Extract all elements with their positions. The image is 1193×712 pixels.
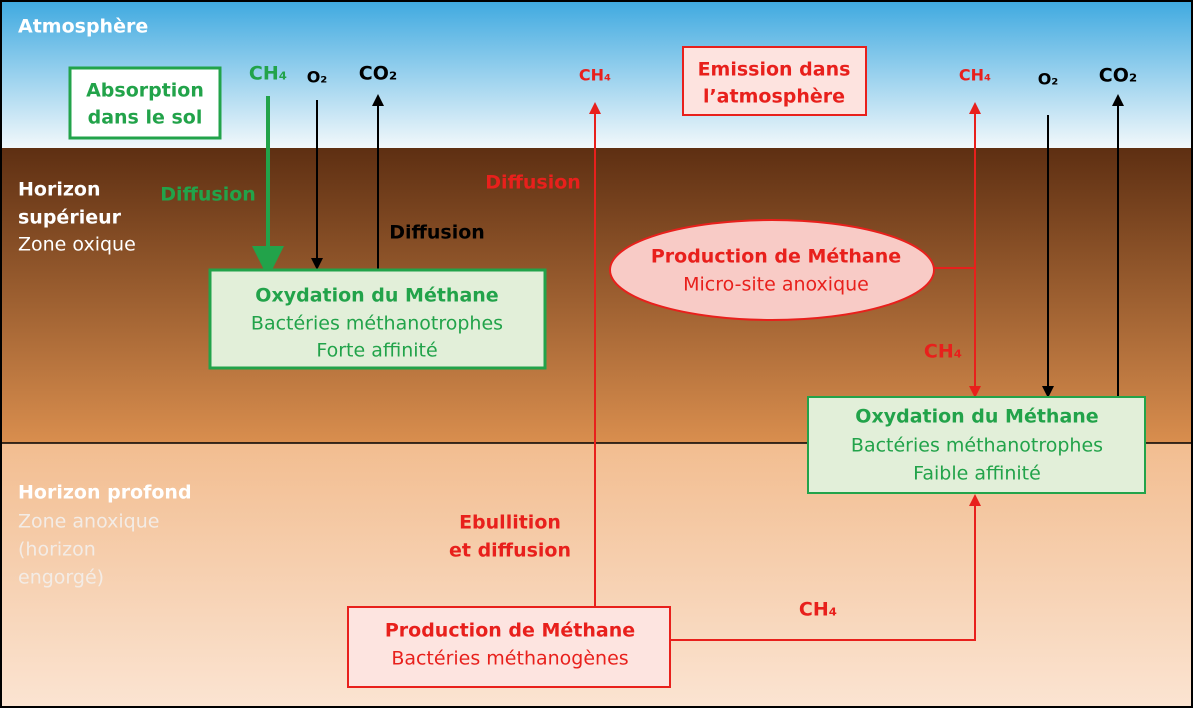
- process-label: Diffusion: [160, 184, 256, 206]
- box-text: dans le sol: [88, 107, 203, 129]
- process-label: et diffusion: [449, 540, 571, 562]
- species: O₂: [1038, 70, 1059, 89]
- box-text: Forte affinité: [316, 340, 437, 362]
- arrow: [670, 494, 981, 641]
- layer-sublabel: (horizon: [18, 539, 96, 561]
- box-title: Production de Méthane: [651, 246, 901, 268]
- layer-label: Horizon profond: [18, 482, 192, 504]
- species: CO₂: [1099, 65, 1137, 87]
- process-label: Ebullition: [459, 512, 561, 534]
- box-text: Bactéries méthanogènes: [391, 648, 628, 670]
- box-text: Bactéries méthanotrophes: [851, 435, 1103, 457]
- upper-horizon: [0, 148, 1193, 443]
- box-text: Emission dans: [698, 59, 851, 81]
- box-text: l’atmosphère: [703, 86, 845, 108]
- box-text: Absorption: [86, 80, 204, 102]
- layer-sublabel: Zone oxique: [18, 234, 136, 256]
- microsite-ellipse: [609, 219, 935, 321]
- layer-sublabel: Zone anoxique: [18, 511, 159, 533]
- box-title: Production de Méthane: [385, 620, 635, 642]
- species: O₂: [307, 68, 328, 87]
- process-label: Diffusion: [485, 172, 581, 194]
- layer-label: Horizon: [18, 179, 100, 201]
- species: CH₄: [924, 341, 962, 363]
- production-box: [347, 606, 671, 688]
- absorption-box: [68, 66, 222, 140]
- layer-label: Atmosphère: [18, 16, 148, 38]
- box-text: Micro-site anoxique: [683, 274, 869, 296]
- box-text: Bactéries méthanotrophes: [251, 313, 503, 335]
- process-label: Diffusion: [389, 222, 485, 244]
- emission-box: [682, 46, 867, 116]
- oxidation-box: [807, 396, 1146, 494]
- box-title: Oxydation du Méthane: [255, 285, 498, 307]
- box-title: Oxydation du Méthane: [855, 406, 1098, 428]
- species: CH₄: [579, 66, 611, 85]
- species: CH₄: [799, 599, 837, 621]
- species: CH₄: [249, 63, 287, 85]
- species: CH₄: [959, 66, 991, 85]
- species: CO₂: [359, 63, 397, 85]
- layer-label: supérieur: [18, 207, 122, 229]
- layer-sublabel: engorgé): [18, 567, 104, 589]
- oxidation-box: [208, 268, 547, 370]
- box-text: Faible affinité: [913, 463, 1041, 485]
